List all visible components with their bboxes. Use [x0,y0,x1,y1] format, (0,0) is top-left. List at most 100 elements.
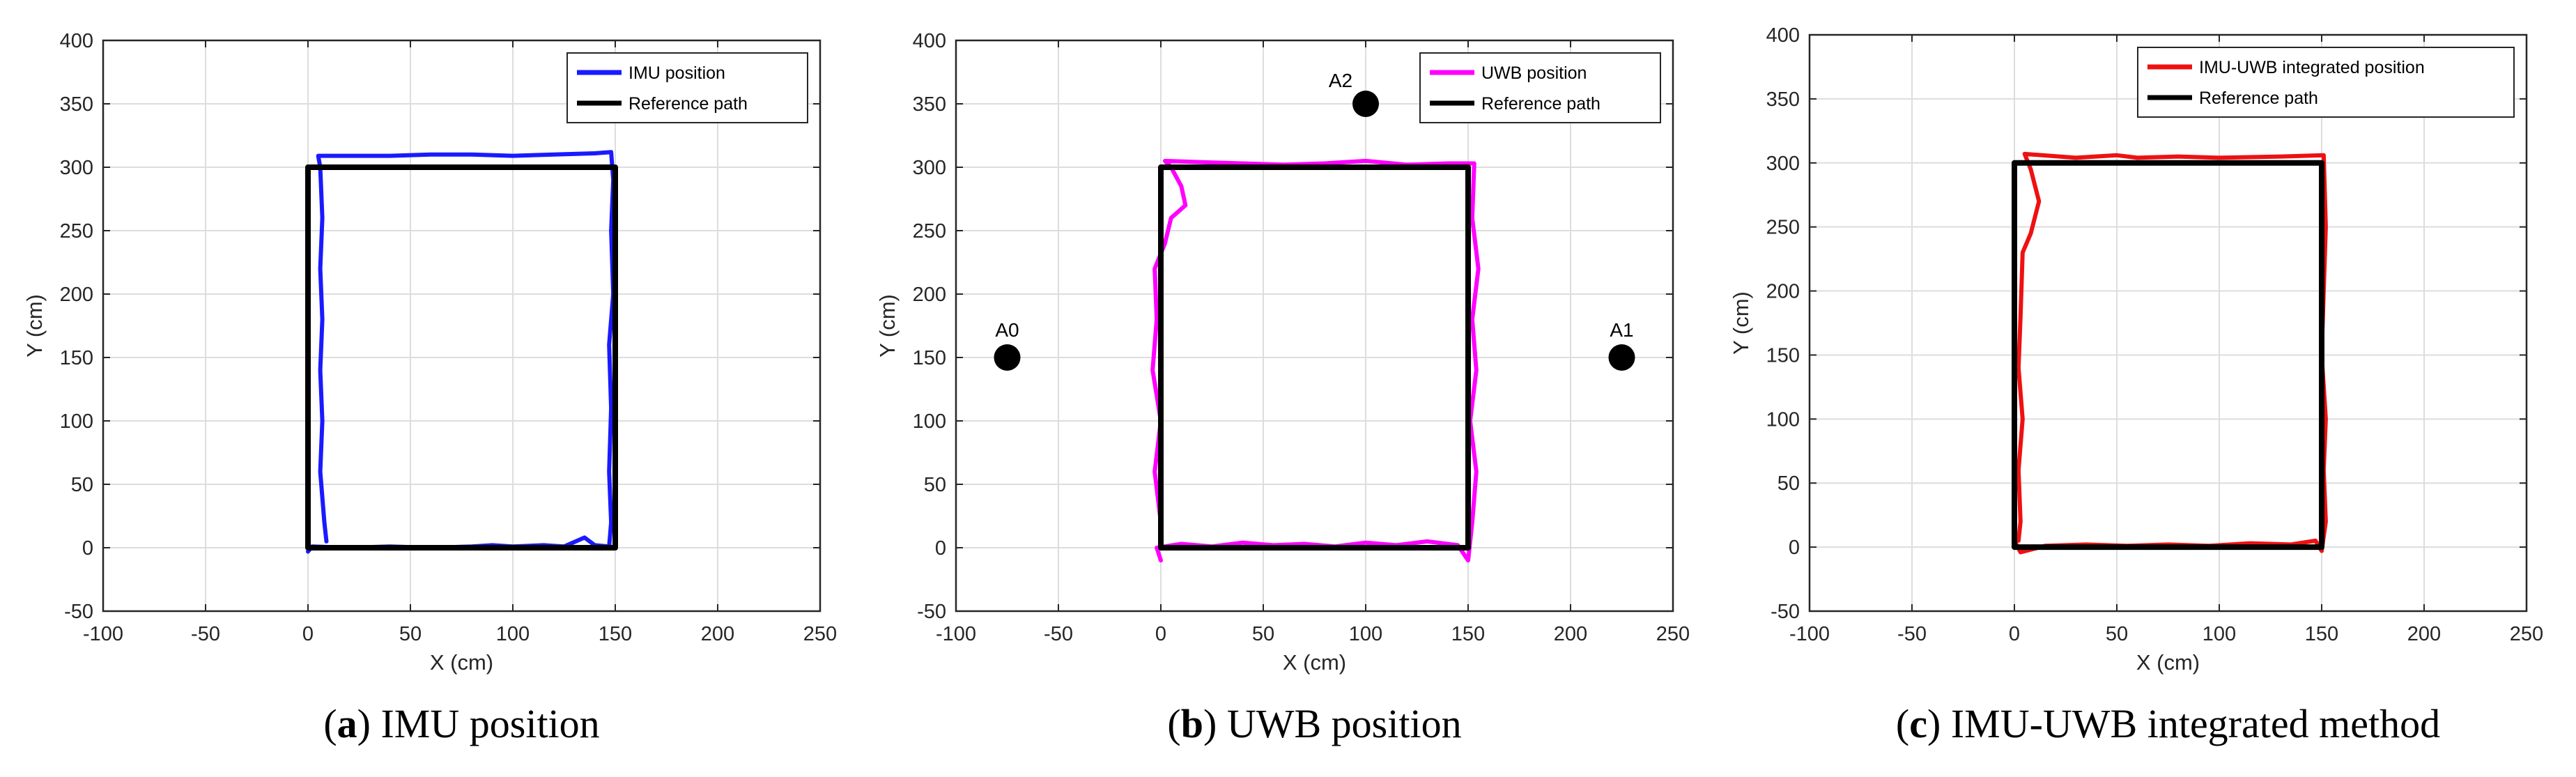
legend-entry-label: Reference path [1481,94,1601,114]
y-tick-label: -50 [917,601,946,623]
caption-paren-close: ) [1203,701,1217,746]
y-tick-label: 300 [913,157,946,179]
x-axis-label: X (cm) [1283,650,1346,675]
axes-frame [955,39,1674,613]
y-tick-label: 0 [82,537,93,560]
legend-box [1419,52,1661,123]
y-tick-label: 50 [71,474,93,496]
plot-area [1810,35,2527,611]
x-tick-label: 150 [599,623,632,645]
y-tick-label: 50 [1777,472,1800,495]
legend-box [566,52,808,123]
caption-letter: a [337,701,357,746]
y-axis-label: Y (cm) [22,294,47,357]
plot-area [103,40,820,611]
reference-path-line [305,164,618,551]
x-tick-label: 200 [2407,623,2441,645]
panel-caption: (c) IMU-UWB integrated method [1896,701,2440,746]
y-tick-label: 400 [1766,24,1800,47]
anchor-marker [1352,91,1379,117]
caption-paren-open: ( [1896,701,1909,746]
y-tick-label: 200 [60,284,93,306]
y-axis-label: Y (cm) [1729,291,1753,355]
axes-frame [102,39,822,613]
x-tick-label: 200 [701,623,734,645]
y-tick-label: 400 [913,30,946,52]
caption-paren-close: ) [1927,701,1941,746]
y-tick-label: 150 [60,347,93,369]
y-tick-label: -50 [1771,601,1800,623]
legend-entry-label: IMU-UWB integrated position [2199,58,2425,77]
y-tick-label: 150 [913,347,946,369]
y-tick-label: 100 [60,410,93,433]
y-tick-label: 50 [924,474,946,496]
y-tick-label: -50 [64,601,93,623]
x-tick-label: -50 [1897,623,1927,645]
x-tick-label: -100 [1789,623,1830,645]
y-tick-label: 100 [913,410,946,433]
x-axis-label: X (cm) [430,650,493,675]
x-tick-label: 250 [803,623,837,645]
chart-panel-c: -100 -50 0 50 100 150 200 250-50050100150200250… [1729,24,2543,746]
x-tick-label: 100 [496,623,530,645]
y-tick-label: 0 [935,537,946,560]
chart-panel-a: -100 -50 0 50 100 150 200 250-50050100150200250… [22,30,837,746]
x-tick-label: -100 [83,623,123,645]
y-tick-label: 250 [60,220,93,243]
y-tick-label: 350 [1766,89,1800,111]
anchor-marker [1608,344,1635,371]
panel-caption: (a) IMU position [323,701,599,746]
x-tick-label: 100 [1349,623,1382,645]
anchor-label: A1 [1610,319,1633,341]
panel-caption: (b) UWB position [1167,701,1461,746]
legend: IMU-UWB integrated position Reference pat… [2137,47,2515,118]
legend-entry-label: IMU position [628,63,725,83]
y-tick-label: 350 [913,93,946,116]
caption-text: IMU-UWB integrated method [1941,701,2440,746]
x-tick-label: -50 [1044,623,1073,645]
legend-entry-label: UWB position [1481,63,1587,83]
y-tick-label: 150 [1766,344,1800,367]
x-tick-label: 100 [2203,623,2236,645]
y-tick-label: 400 [60,30,93,52]
legend-box [2137,47,2515,118]
reference-path-line [2012,160,2324,551]
x-tick-label: 50 [1252,623,1274,645]
y-tick-label: 200 [913,284,946,306]
x-tick-label: 0 [2009,623,2020,645]
x-axis-label: X (cm) [2136,650,2200,675]
y-tick-label: 300 [60,157,93,179]
legend-entry-label: Reference path [2199,89,2318,108]
plot-area [956,40,1673,611]
caption-paren-open: ( [1167,701,1180,746]
reference-path-line [1158,164,1471,551]
anchor-label: A0 [995,319,1019,341]
legend: IMU position Reference path [566,52,808,123]
caption-letter: c [1909,701,1927,746]
y-tick-label: 250 [913,220,946,243]
y-tick-label: 0 [1789,537,1800,559]
x-tick-label: 50 [399,623,422,645]
x-tick-label: -100 [936,623,976,645]
legend: UWB position Reference path [1419,52,1661,123]
x-tick-label: 150 [1451,623,1485,645]
legend-entry-label: Reference path [628,94,748,114]
y-tick-label: 100 [1766,408,1800,431]
caption-paren-open: ( [323,701,337,746]
x-tick-label: 0 [302,623,314,645]
x-tick-label: 250 [2510,623,2543,645]
caption-letter: b [1181,701,1203,746]
axes-frame [1808,33,2528,613]
caption-paren-close: ) [357,701,371,746]
x-tick-label: 0 [1155,623,1166,645]
x-tick-label: 200 [1554,623,1587,645]
x-tick-label: -50 [191,623,220,645]
caption-text: UWB position [1217,701,1461,746]
caption-text: IMU position [371,701,600,746]
y-tick-label: 300 [1766,153,1800,175]
x-tick-label: 250 [1656,623,1690,645]
y-tick-label: 350 [60,93,93,116]
x-tick-label: 50 [2106,623,2128,645]
